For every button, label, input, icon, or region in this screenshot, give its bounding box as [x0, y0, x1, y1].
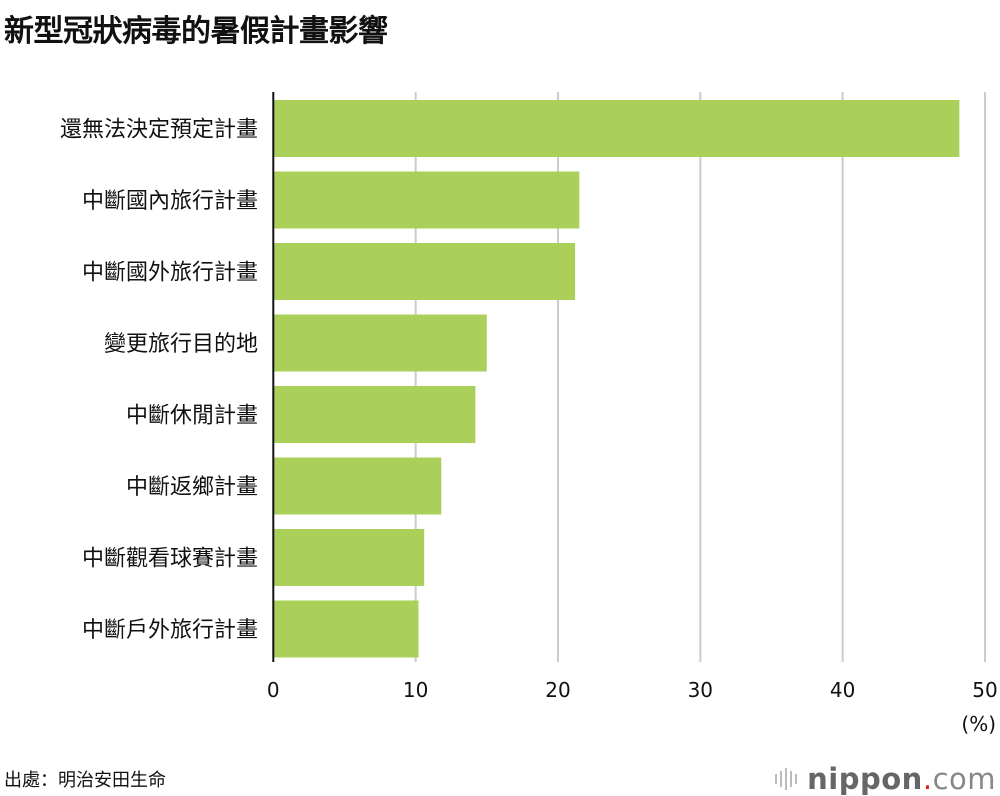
- category-label: 中斷戶外旅行計畫: [82, 618, 258, 643]
- logo-suffix: com: [932, 762, 996, 796]
- x-tick-label: 10: [403, 678, 428, 702]
- category-label: 還無法決定預定計畫: [60, 118, 258, 143]
- category-label: 中斷觀看球賽計畫: [82, 547, 258, 572]
- x-tick-label: 0: [267, 678, 280, 702]
- source-note: 出處：明治安田生命: [4, 770, 166, 791]
- bar-chart: 0 10 20 30 40 50 還無法決定預定計畫中斷國內旅行計畫中斷國外旅行計畫變更旅行…: [60, 92, 998, 702]
- x-tick-label: 20: [545, 678, 570, 702]
- bar: [273, 243, 576, 300]
- x-axis-unit-label: (%): [961, 712, 996, 736]
- category-label: 中斷休閒計畫: [126, 404, 258, 429]
- logo-dot: .: [922, 762, 933, 796]
- x-tick-label: 30: [688, 678, 713, 702]
- nippon-logo: nippon. com: [775, 762, 996, 796]
- category-label: 中斷國外旅行計畫: [82, 261, 258, 286]
- logo-bars-icon: [775, 768, 798, 790]
- bar: [273, 457, 442, 515]
- category-label: 變更旅行目的地: [104, 332, 258, 357]
- x-tick-label: 50: [972, 678, 997, 702]
- bar: [273, 100, 960, 157]
- category-label: 中斷返鄉計畫: [126, 475, 258, 500]
- x-tick-label: 40: [830, 678, 855, 702]
- category-label: 中斷國內旅行計畫: [82, 189, 258, 214]
- bar: [273, 386, 476, 443]
- chart-title: 新型冠狀病毒的暑假計畫影響: [4, 14, 388, 49]
- logo-name: nippon: [807, 762, 923, 796]
- bar: [273, 529, 425, 586]
- bar: [273, 314, 487, 372]
- bar: [273, 600, 419, 658]
- bar: [273, 171, 580, 229]
